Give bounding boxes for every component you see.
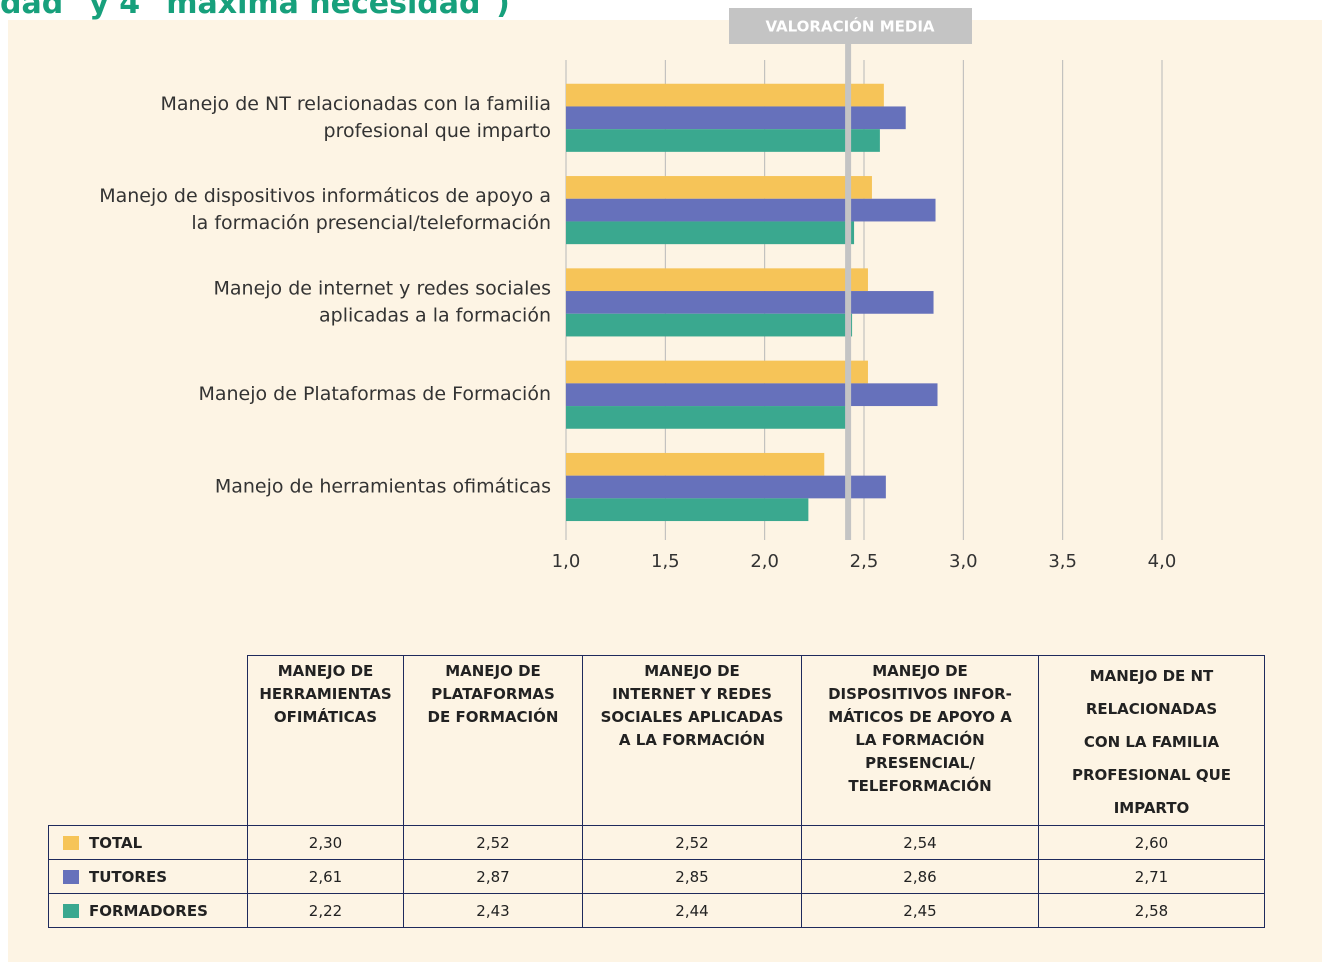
category-label: aplicadas a la formación	[319, 304, 551, 326]
table-cell: 2,87	[403, 859, 583, 894]
table-cell: 2,52	[403, 825, 583, 860]
bar	[566, 129, 880, 152]
x-tick-label: 1,5	[651, 551, 680, 572]
header-text: PRESENCIAL/	[865, 754, 975, 772]
header-text: A LA FORMACIÓN	[618, 731, 766, 749]
header-text: INTERNET Y REDES	[612, 685, 772, 703]
table-cell: 2,30	[247, 825, 404, 860]
table-cell: 2,60	[1038, 825, 1265, 860]
x-tick-label: 4,0	[1148, 551, 1177, 572]
row-label: TUTORES	[89, 868, 167, 886]
header-text: DE FORMACIÓN	[427, 708, 559, 726]
header-cell: MANEJO DE NT RELACIONADAS CON LA FAMILIA PR…	[1038, 655, 1265, 826]
header-text: LA FORMACIÓN	[855, 731, 985, 749]
header-cell: MANEJO DE INTERNET Y REDES SOCIALES APLICA…	[582, 655, 802, 826]
table-cell: 2,86	[801, 859, 1039, 894]
bar	[566, 198, 936, 222]
header-text: RELACIONADAS	[1085, 700, 1218, 718]
category-label: la formación presencial/teleformación	[191, 212, 551, 234]
x-tick-label: 3,5	[1048, 551, 1077, 572]
header-text: MANEJO DE	[445, 662, 541, 680]
category-label: Manejo de dispositivos informáticos de a…	[99, 185, 551, 207]
header-text: OFIMÁTICAS	[273, 708, 378, 726]
table-cell: 2,58	[1038, 893, 1265, 928]
mean-label: VALORACIÓN MEDIA	[765, 17, 934, 36]
header-text: MANEJO DE	[277, 662, 374, 680]
mean-label-box	[729, 8, 972, 44]
row-header: TUTORES	[48, 859, 248, 894]
table-cell: 2,61	[247, 859, 404, 894]
row-header: TOTAL	[48, 825, 248, 860]
header-text: MÁTICOS DE APOYO A	[828, 708, 1012, 726]
row-header: FORMADORES	[48, 893, 248, 928]
bar	[566, 291, 934, 314]
header-text: SOCIALES APLICADAS	[600, 708, 784, 726]
header-text: IMPARTO	[1113, 799, 1190, 817]
x-tick-label: 3,0	[949, 551, 978, 572]
bar	[566, 406, 851, 429]
category-label: Manejo de NT relacionadas con la familia	[161, 93, 551, 115]
category-label: Manejo de internet y redes sociales	[214, 277, 551, 299]
header-text: MANEJO DE	[872, 662, 968, 680]
table-cell: 2,71	[1038, 859, 1265, 894]
bar	[566, 313, 853, 337]
bar	[566, 176, 872, 199]
bar	[566, 221, 855, 245]
x-tick-label: 2,5	[850, 551, 879, 572]
header-text: HERRAMIENTAS	[259, 685, 392, 703]
category-label: profesional que imparto	[324, 120, 551, 142]
header-text: CON LA FAMILIA	[1083, 733, 1220, 751]
table-cell: 2,22	[247, 893, 404, 928]
chart: 1,0 1,5 2,0 2,5 3,0 3,5 4,0 Manejo de herramien…	[99, 8, 1177, 572]
bar	[566, 106, 906, 130]
header-text: DISPOSITIVOS INFOR-	[828, 685, 1012, 703]
category-label: Manejo de herramientas ofimáticas	[215, 476, 551, 498]
page-title: dad" y 4 "máxima necesidad")	[0, 0, 510, 21]
bar	[566, 475, 886, 499]
table-cell: 2,85	[582, 859, 802, 894]
bar	[566, 83, 884, 107]
table-cell: 2,52	[582, 825, 802, 860]
row-label: TOTAL	[89, 834, 143, 852]
bar	[566, 268, 868, 292]
header-cell: MANEJO DE HERRAMIENTAS OFIMÁTICAS	[247, 655, 404, 826]
bar	[566, 360, 868, 384]
category-label: Manejo de Plataformas de Formación	[198, 383, 551, 405]
header-text: MANEJO DE NT	[1089, 667, 1214, 685]
header-cell: MANEJO DE PLATAFORMAS DE FORMACIÓN	[403, 655, 583, 826]
table-cell: 2,44	[582, 893, 802, 928]
header-text: PROFESIONAL QUE	[1071, 766, 1232, 784]
legend-swatch	[63, 904, 79, 918]
bar	[566, 498, 809, 522]
bar	[566, 452, 825, 476]
legend-swatch	[63, 870, 79, 884]
header-text: MANEJO DE	[644, 662, 740, 680]
table-cell: 2,54	[801, 825, 1039, 860]
bar	[566, 383, 938, 407]
x-tick-label: 1,0	[552, 551, 581, 572]
table-cell: 2,43	[403, 893, 583, 928]
legend-swatch	[63, 836, 79, 850]
header-cell: MANEJO DE DISPOSITIVOS INFOR- MÁTICOS DE A…	[801, 655, 1039, 826]
header-text: PLATAFORMAS	[431, 685, 555, 703]
x-tick-label: 2,0	[750, 551, 779, 572]
table-cell: 2,45	[801, 893, 1039, 928]
row-label: FORMADORES	[89, 902, 208, 920]
header-text: TELEFORMACIÓN	[848, 777, 992, 795]
